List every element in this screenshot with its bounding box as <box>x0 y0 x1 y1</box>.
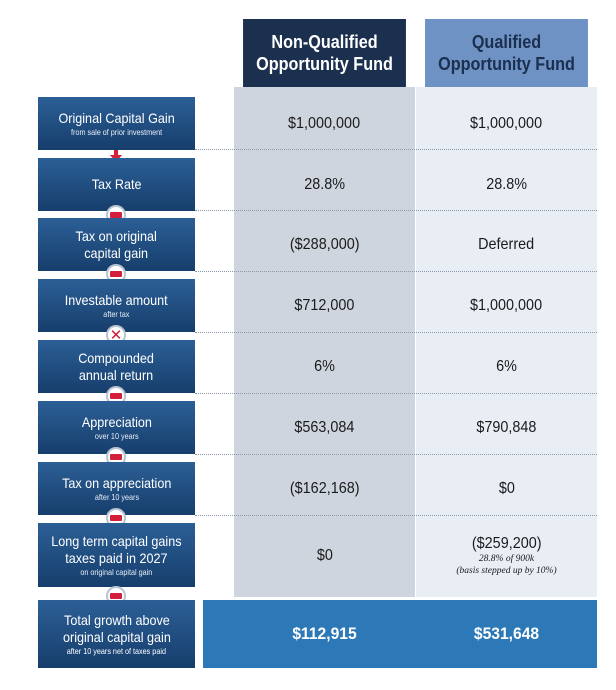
cell-nq-investable-amount: $712,000 <box>234 279 415 332</box>
cell-q-investable-amount: $1,000,000 <box>416 279 597 332</box>
cell-value: $1,000,000 <box>288 115 361 132</box>
cell-q-tax-on-original: Deferred <box>416 218 597 271</box>
row-divider <box>195 332 597 333</box>
cell-value: ($288,000) <box>289 236 360 253</box>
cell-nq-compounded-return: 6% <box>234 340 415 393</box>
cell-nq-tax-on-original: ($288,000) <box>234 218 415 271</box>
row-label-sub: from sale of prior investment <box>70 127 163 137</box>
qualified-header-text: Qualified Opportunity Fund <box>438 32 575 74</box>
cell-value: 28.8% <box>486 176 527 193</box>
row-label-original-capital-gain: Original Capital Gain from sale of prior… <box>38 97 195 150</box>
row-label-text: Long term capital gains taxes paid in 20… <box>51 533 182 566</box>
row-divider <box>195 149 597 150</box>
row-divider <box>195 393 597 394</box>
row-label-tax-rate: Tax Rate <box>38 158 195 211</box>
cell-q-tax-on-appreciation: $0 <box>416 462 597 515</box>
row-label-sub: over 10 years <box>94 431 139 441</box>
cell-value: $712,000 <box>294 297 355 314</box>
row-label-sub: after 10 years net of taxes paid <box>66 646 167 656</box>
row-label-text: Tax on appreciation <box>61 475 172 491</box>
cell-nq-tax-rate: 28.8% <box>234 158 415 211</box>
cell-value: 6% <box>496 358 517 375</box>
non-qualified-header: Non-Qualified Opportunity Fund <box>243 19 406 87</box>
total-q-value: $531,648 <box>473 624 540 643</box>
cell-nq-long-term-gains: $0 <box>234 523 415 587</box>
non-qualified-header-text: Non-Qualified Opportunity Fund <box>256 32 393 74</box>
cell-value: 6% <box>314 358 335 375</box>
row-label-text: Tax Rate <box>91 176 142 192</box>
row-label-text: Total growth above original capital gain <box>62 612 171 645</box>
cell-value: $0 <box>316 546 333 564</box>
total-nq-value: $112,915 <box>292 624 357 643</box>
cell-value: ($259,200) <box>471 534 542 552</box>
cell-q-original-capital-gain: $1,000,000 <box>416 97 597 150</box>
non-qualified-column-bg <box>234 87 415 597</box>
row-label-text: Appreciation <box>81 414 152 430</box>
cell-value: Deferred <box>478 236 535 253</box>
total-bar <box>203 600 597 668</box>
row-label-text: Investable amount <box>65 292 168 308</box>
cell-value: $1,000,000 <box>470 115 543 132</box>
cell-value: $790,848 <box>476 419 537 436</box>
row-divider <box>195 454 597 455</box>
cell-q-long-term-gains: ($259,200) 28.8% of 900k (basis stepped … <box>416 523 597 587</box>
cell-value: $563,084 <box>294 419 355 436</box>
row-label-tax-on-appreciation: Tax on appreciation after 10 years <box>38 462 195 515</box>
cell-note: (basis stepped up by 10%) <box>456 565 557 576</box>
row-divider <box>195 210 597 211</box>
row-label-tax-on-original: Tax on original capital gain <box>38 218 195 271</box>
row-label-sub: after tax <box>103 309 130 319</box>
cell-q-appreciation: $790,848 <box>416 401 597 454</box>
cell-value: ($162,168) <box>289 480 360 497</box>
row-label-sub: on original capital gain <box>80 567 153 577</box>
cell-nq-original-capital-gain: $1,000,000 <box>234 97 415 150</box>
cell-note: 28.8% of 900k <box>478 553 535 564</box>
cell-q-compounded-return: 6% <box>416 340 597 393</box>
cell-nq-appreciation: $563,084 <box>234 401 415 454</box>
qualified-header: Qualified Opportunity Fund <box>425 19 588 87</box>
row-label-text: Compounded annual return <box>78 349 155 383</box>
cell-value: $1,000,000 <box>470 297 543 314</box>
cell-value: 28.8% <box>304 176 345 193</box>
cell-nq-tax-on-appreciation: ($162,168) <box>234 462 415 515</box>
row-label-appreciation: Appreciation over 10 years <box>38 401 195 454</box>
qualified-column-bg <box>416 87 597 597</box>
row-divider <box>195 515 597 516</box>
row-label-investable-amount: Investable amount after tax <box>38 279 195 332</box>
row-label-total-growth: Total growth above original capital gain… <box>38 600 195 668</box>
cell-value: $0 <box>498 480 515 497</box>
row-label-long-term-gains: Long term capital gains taxes paid in 20… <box>38 523 195 587</box>
row-label-text: Tax on original capital gain <box>75 227 158 261</box>
row-divider <box>195 271 597 272</box>
row-label-sub: after 10 years <box>94 492 139 502</box>
row-label-compounded-return: Compounded annual return <box>38 340 195 393</box>
cell-q-tax-rate: 28.8% <box>416 158 597 211</box>
row-label-text: Original Capital Gain <box>58 110 175 126</box>
